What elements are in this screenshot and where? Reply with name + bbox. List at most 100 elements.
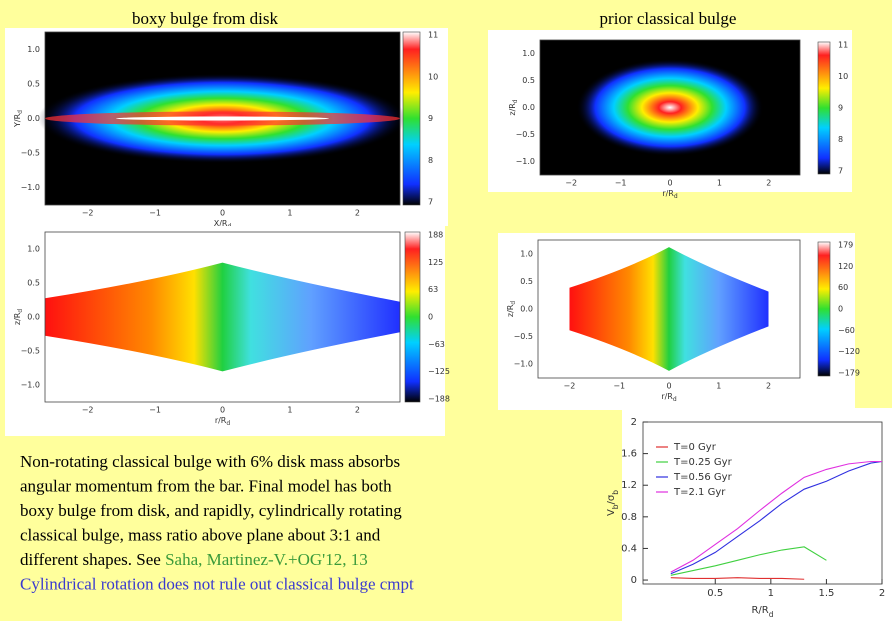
- x-tick-label: 0: [667, 179, 672, 188]
- y-tick-label: −0.5: [516, 130, 535, 139]
- text-segment: different shapes. See: [20, 550, 165, 569]
- x-tick-label: 1: [287, 209, 292, 218]
- colorbar-label: 10: [428, 72, 438, 81]
- colorbar: [402, 31, 421, 206]
- subscript: d: [17, 309, 24, 313]
- colorbar: [404, 231, 421, 403]
- subscript: d: [17, 110, 24, 114]
- colorbar-label: −188: [428, 395, 450, 404]
- colorbar-label: 179: [838, 241, 853, 250]
- colorbar-label: 0: [838, 305, 843, 314]
- subscript: b: [611, 504, 620, 509]
- colorbar-label: −125: [428, 367, 450, 376]
- density-map: [37, 73, 408, 164]
- y-tick-label: 1.2: [621, 480, 637, 491]
- colorbar-label: 7: [838, 167, 843, 176]
- paragraph-line: different shapes. See Saha, Martinez-V.+…: [20, 550, 368, 569]
- legend-label: T=0 Gyr: [673, 442, 717, 453]
- plot-frame: [539, 39, 801, 176]
- colorbar: [817, 41, 831, 175]
- paragraph-line: angular momentum from the bar. Final mod…: [20, 476, 392, 495]
- x-tick-label: 0.5: [707, 588, 723, 599]
- y-tick-label: 0.0: [27, 114, 40, 123]
- text-segment: boxy bulge from disk, and rapidly, cylin…: [20, 501, 402, 520]
- y-tick-label: 2: [631, 417, 637, 428]
- x-tick-label: 1: [287, 406, 292, 415]
- x-axis-label: r/Rd: [215, 416, 231, 428]
- x-tick-label: −2: [82, 406, 94, 415]
- colorbar-label: 9: [428, 114, 433, 123]
- series-line: [670, 460, 883, 575]
- panel-title: boxy bulge from disk: [132, 9, 278, 28]
- label-part: r/R: [662, 189, 674, 198]
- plot-frame: [44, 31, 401, 206]
- legend-label: T=0.56 Gyr: [673, 472, 733, 483]
- paragraph-line: boxy bulge from disk, and rapidly, cylin…: [20, 501, 402, 520]
- colorbar-label: −179: [838, 369, 860, 378]
- x-axis-label: R/Rd: [751, 605, 773, 619]
- y-tick-label: 0.0: [27, 313, 40, 322]
- subscript: d: [769, 610, 774, 619]
- y-tick-label: 0.4: [621, 543, 637, 554]
- y-tick-label: 0.5: [522, 76, 535, 85]
- text-segment: classical bulge, mass ratio above plane …: [20, 525, 381, 544]
- subscript: d: [674, 193, 678, 200]
- colorbar-label: 7: [428, 198, 433, 207]
- colorbar-label: −63: [428, 340, 445, 349]
- x-axis-label: r/Rd: [662, 189, 678, 201]
- y-tick-label: 0.0: [522, 103, 535, 112]
- y-tick-label: 0.5: [520, 277, 533, 286]
- text-segment: Non-rotating classical bulge with 6% dis…: [20, 452, 400, 471]
- colorbar-label: 8: [838, 135, 843, 144]
- colorbar-label: 11: [838, 41, 848, 50]
- y-tick-label: 0.5: [27, 79, 40, 88]
- paragraph-line: Non-rotating classical bulge with 6% dis…: [20, 452, 400, 471]
- x-tick-label: 2: [766, 179, 771, 188]
- x-tick-label: 2: [355, 406, 360, 415]
- series-line: [670, 577, 805, 580]
- y-axis-label: Vb/σb: [606, 490, 620, 516]
- y-tick-label: 0: [631, 575, 637, 586]
- x-tick-label: 0: [220, 209, 225, 218]
- y-tick-label: 1.0: [520, 249, 533, 258]
- x-tick-label: 0: [666, 382, 671, 391]
- density-halo: [576, 58, 764, 157]
- plot-frame: [44, 231, 401, 403]
- subscript: d: [512, 99, 519, 103]
- y-tick-label: −1.0: [21, 183, 40, 192]
- x-tick-label: −1: [149, 209, 161, 218]
- x-tick-label: 1: [717, 179, 722, 188]
- y-tick-label: −1.0: [21, 381, 40, 390]
- x-tick-label: −1: [615, 179, 627, 188]
- colorbar: [817, 241, 831, 377]
- paragraph-line: Cylindrical rotation does not rule out c…: [20, 574, 414, 593]
- density-core: [116, 116, 329, 121]
- paragraph-line: classical bulge, mass ratio above plane …: [20, 525, 381, 544]
- plot-frame: [537, 239, 801, 379]
- colorbar-label: 60: [838, 283, 848, 292]
- legend-label: T=0.25 Gyr: [673, 457, 733, 468]
- subscript: d: [226, 420, 230, 427]
- label-part: z/R: [13, 312, 22, 325]
- series-line: [670, 460, 882, 573]
- colorbar-label: 188: [428, 231, 443, 240]
- y-tick-label: 0.0: [520, 305, 533, 314]
- x-tick-label: −1: [613, 382, 625, 391]
- legend-label: T=2.1 Gyr: [673, 487, 726, 498]
- colorbar-label: −120: [838, 347, 860, 356]
- y-tick-label: 1.0: [522, 49, 535, 58]
- y-axis-label: z/Rd: [506, 301, 518, 317]
- colorbar-label: −60: [838, 326, 855, 335]
- y-tick-label: −0.5: [21, 149, 40, 158]
- y-axis-label: z/Rd: [13, 309, 25, 325]
- colorbar-label: 9: [838, 104, 843, 113]
- colorbar-label: 120: [838, 262, 853, 271]
- label-part: X/R: [214, 219, 228, 228]
- colorbar-label: 10: [838, 72, 848, 81]
- label-part: R/R: [751, 605, 768, 616]
- label-part: /σ: [606, 494, 617, 504]
- x-tick-label: 2: [355, 209, 360, 218]
- x-tick-label: 2: [879, 588, 885, 599]
